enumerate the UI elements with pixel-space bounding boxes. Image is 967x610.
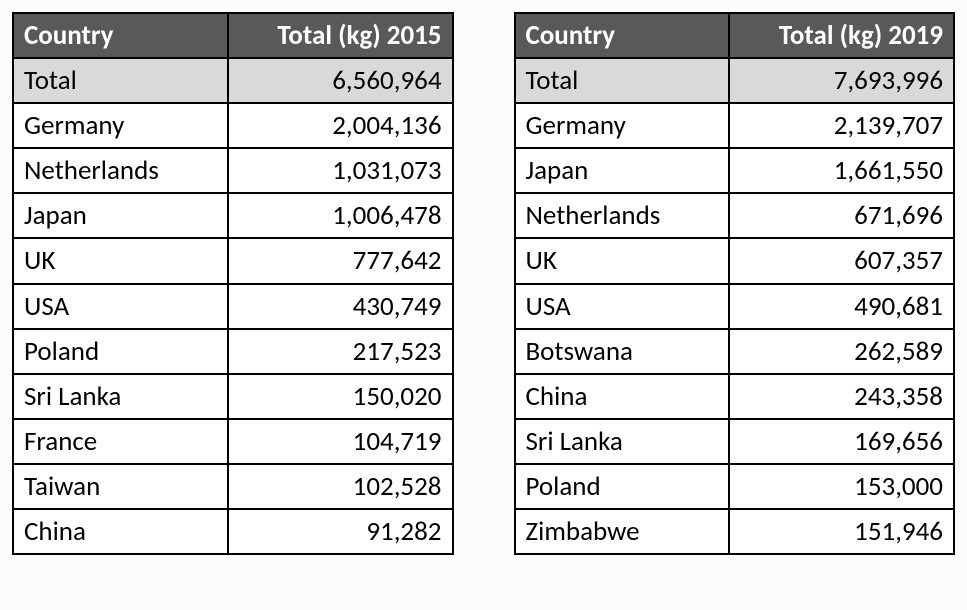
- country-cell: Total: [13, 58, 228, 103]
- table-row: Poland153,000: [515, 464, 955, 509]
- country-cell: Poland: [13, 329, 228, 374]
- country-cell: Botswana: [515, 329, 730, 374]
- table-row: UK607,357: [515, 238, 955, 283]
- table-2015-header-country: Country: [13, 13, 228, 58]
- table-2019-header-country: Country: [515, 13, 730, 58]
- table-row: Japan1,006,478: [13, 193, 453, 238]
- country-cell: Netherlands: [515, 193, 730, 238]
- table-row: China91,282: [13, 509, 453, 554]
- country-cell: Total: [515, 58, 730, 103]
- country-cell: Taiwan: [13, 464, 228, 509]
- value-cell: 217,523: [228, 329, 453, 374]
- table-row: UK777,642: [13, 238, 453, 283]
- table-2015-body: Total6,560,964Germany2,004,136Netherland…: [13, 58, 453, 554]
- table-2015: Country Total (kg) 2015 Total6,560,964Ge…: [12, 12, 454, 555]
- country-cell: UK: [13, 238, 228, 283]
- table-2015-header-row: Country Total (kg) 2015: [13, 13, 453, 58]
- table-2015-header-value: Total (kg) 2015: [228, 13, 453, 58]
- table-2019: Country Total (kg) 2019 Total7,693,996Ge…: [514, 12, 956, 555]
- value-cell: 777,642: [228, 238, 453, 283]
- country-cell: Sri Lanka: [13, 374, 228, 419]
- country-cell: Japan: [515, 148, 730, 193]
- table-row: Taiwan102,528: [13, 464, 453, 509]
- value-cell: 150,020: [228, 374, 453, 419]
- country-cell: UK: [515, 238, 730, 283]
- country-cell: Sri Lanka: [515, 419, 730, 464]
- country-cell: USA: [515, 284, 730, 329]
- value-cell: 243,358: [729, 374, 954, 419]
- value-cell: 430,749: [228, 284, 453, 329]
- table-row: USA430,749: [13, 284, 453, 329]
- value-cell: 1,006,478: [228, 193, 453, 238]
- table-2019-body: Total7,693,996Germany2,139,707Japan1,661…: [515, 58, 955, 554]
- country-cell: Zimbabwe: [515, 509, 730, 554]
- value-cell: 7,693,996: [729, 58, 954, 103]
- table-row: Botswana262,589: [515, 329, 955, 374]
- value-cell: 490,681: [729, 284, 954, 329]
- value-cell: 671,696: [729, 193, 954, 238]
- table-row: Germany2,004,136: [13, 103, 453, 148]
- table-row: Total7,693,996: [515, 58, 955, 103]
- country-cell: France: [13, 419, 228, 464]
- country-cell: Poland: [515, 464, 730, 509]
- tables-container: Country Total (kg) 2015 Total6,560,964Ge…: [12, 12, 955, 555]
- table-row: Netherlands1,031,073: [13, 148, 453, 193]
- table-row: China243,358: [515, 374, 955, 419]
- country-cell: Germany: [13, 103, 228, 148]
- country-cell: China: [515, 374, 730, 419]
- table-row: Poland217,523: [13, 329, 453, 374]
- table-2019-header-value: Total (kg) 2019: [729, 13, 954, 58]
- value-cell: 2,139,707: [729, 103, 954, 148]
- table-row: France104,719: [13, 419, 453, 464]
- value-cell: 102,528: [228, 464, 453, 509]
- value-cell: 91,282: [228, 509, 453, 554]
- value-cell: 169,656: [729, 419, 954, 464]
- value-cell: 1,031,073: [228, 148, 453, 193]
- country-cell: USA: [13, 284, 228, 329]
- table-row: Japan1,661,550: [515, 148, 955, 193]
- country-cell: Netherlands: [13, 148, 228, 193]
- country-cell: Japan: [13, 193, 228, 238]
- table-row: Netherlands671,696: [515, 193, 955, 238]
- value-cell: 151,946: [729, 509, 954, 554]
- table-2019-header-row: Country Total (kg) 2019: [515, 13, 955, 58]
- table-row: Sri Lanka150,020: [13, 374, 453, 419]
- table-row: USA490,681: [515, 284, 955, 329]
- table-row: Zimbabwe151,946: [515, 509, 955, 554]
- value-cell: 262,589: [729, 329, 954, 374]
- value-cell: 2,004,136: [228, 103, 453, 148]
- value-cell: 153,000: [729, 464, 954, 509]
- country-cell: Germany: [515, 103, 730, 148]
- table-row: Sri Lanka169,656: [515, 419, 955, 464]
- value-cell: 104,719: [228, 419, 453, 464]
- country-cell: China: [13, 509, 228, 554]
- table-row: Total6,560,964: [13, 58, 453, 103]
- table-row: Germany2,139,707: [515, 103, 955, 148]
- value-cell: 6,560,964: [228, 58, 453, 103]
- value-cell: 607,357: [729, 238, 954, 283]
- value-cell: 1,661,550: [729, 148, 954, 193]
